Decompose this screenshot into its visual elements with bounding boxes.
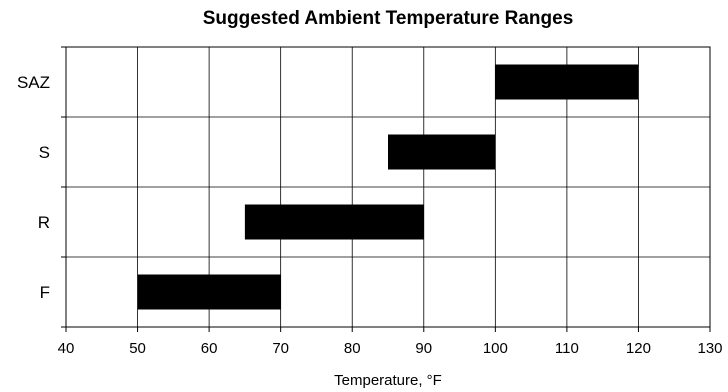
y-category-label: R (38, 213, 50, 232)
x-tick-label: 40 (58, 340, 75, 357)
x-tick-label: 120 (626, 340, 651, 357)
chart-title: Suggested Ambient Temperature Ranges (202, 8, 574, 29)
x-tick-label: 50 (129, 340, 146, 357)
y-category-label: F (40, 283, 50, 302)
range-bar-s (388, 134, 496, 170)
x-tick-label: 70 (272, 340, 289, 357)
x-axis-title: Temperature, °F (334, 372, 442, 389)
x-tick-label: 100 (483, 340, 508, 357)
x-tick-label: 90 (415, 340, 432, 357)
range-bar-r (244, 204, 424, 240)
x-tick-label: 60 (201, 340, 218, 357)
range-bar-f (137, 274, 281, 310)
y-category-label: S (39, 143, 50, 162)
range-bar-saz (495, 64, 639, 100)
x-tick-label: 80 (344, 340, 361, 357)
plot-frame (65, 46, 711, 328)
x-tick-label: 110 (555, 340, 579, 357)
y-category-label: SAZ (17, 73, 50, 92)
x-tick-label: 130 (697, 340, 722, 357)
